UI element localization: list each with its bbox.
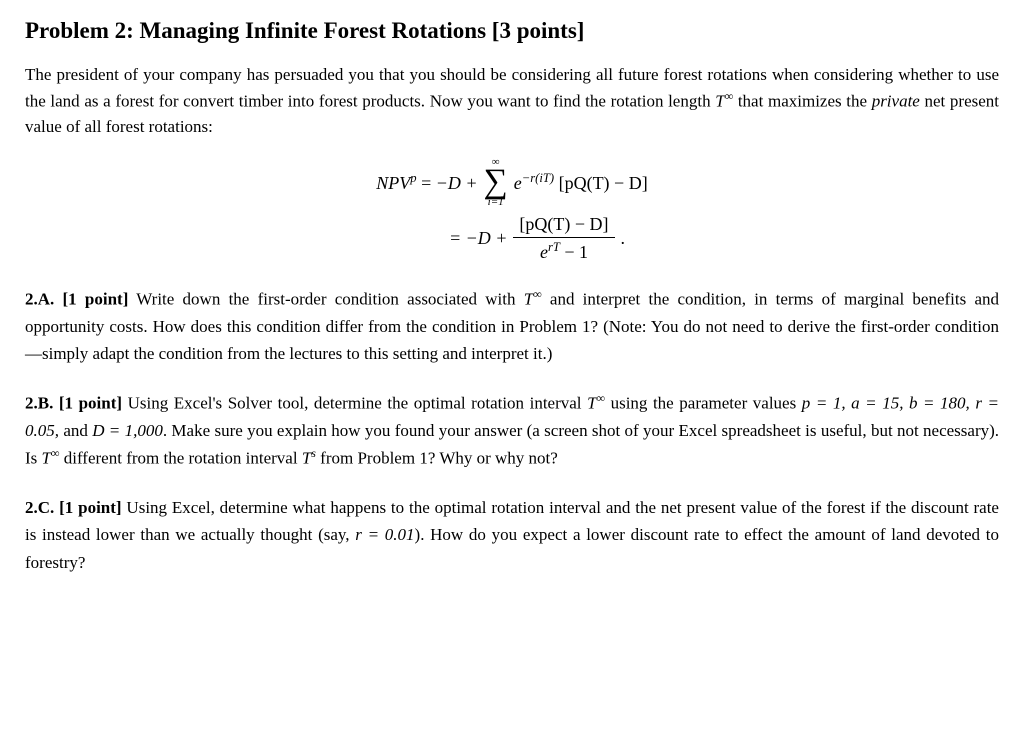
eq-e: e <box>514 173 522 193</box>
equation-block: NPVp = −D + ∞ ∑ i=1 e−r(iT) [pQ(T) − D] … <box>25 157 999 263</box>
part-2a-m1: T <box>524 290 533 309</box>
part-2a: 2.A. [1 point] Write down the first-orde… <box>25 285 999 367</box>
eq-lhs: NPVp = −D + <box>376 171 477 194</box>
part-2b-m1: T <box>587 394 596 413</box>
part-2c-m1: r = 0.01 <box>355 525 414 544</box>
equation-line-1: NPVp = −D + ∞ ∑ i=1 e−r(iT) [pQ(T) − D] <box>25 157 999 208</box>
frac-sup: rT <box>548 240 560 254</box>
sigma-block: ∞ ∑ i=1 <box>484 157 508 208</box>
part-2b-m2: T <box>42 449 51 468</box>
eq-bracket: [pQ(T) − D] <box>554 173 648 193</box>
equation-line-2: = −D + [pQ(T) − D] erT − 1 . <box>25 214 999 263</box>
frac-num: [pQ(T) − D] <box>513 214 614 238</box>
part-2c: 2.C. [1 point] Using Excel, determine wh… <box>25 494 999 576</box>
part-2a-t1: Write down the first-order condition ass… <box>128 290 523 309</box>
part-2b-t3: and <box>59 421 92 440</box>
part-2a-s1: ∞ <box>533 287 541 301</box>
part-2b: 2.B. [1 point] Using Excel's Solver tool… <box>25 389 999 472</box>
part-2b-t1: Using Excel's Solver tool, determine the… <box>122 394 587 413</box>
part-2b-t6: from Problem 1? Why or why not? <box>316 449 558 468</box>
frac-e: e <box>540 242 548 262</box>
eq-fraction: [pQ(T) − D] erT − 1 <box>513 214 614 263</box>
frac-rest: − 1 <box>560 242 588 262</box>
sigma-bottom: i=1 <box>488 197 504 208</box>
frac-den: erT − 1 <box>534 238 594 263</box>
intro-math-T: T <box>715 91 724 110</box>
intro-text-2: that maximizes the <box>733 91 872 110</box>
eq-period: . <box>621 228 626 249</box>
eq-negd: −D + <box>436 173 478 193</box>
eq2-lhs: = −D + <box>449 228 507 249</box>
part-2b-t2: using the parameter values <box>605 394 802 413</box>
problem-title: Problem 2: Managing Infinite Forest Rota… <box>25 18 999 44</box>
eq-summand: e−r(iT) [pQ(T) − D] <box>514 171 648 194</box>
intro-sup-inf: ∞ <box>725 89 733 103</box>
part-2b-label: 2.B. [1 point] <box>25 394 122 413</box>
part-2b-params2: D = 1,000 <box>92 421 163 440</box>
intro-paragraph: The president of your company has persua… <box>25 62 999 139</box>
part-2a-label: 2.A. [1 point] <box>25 290 128 309</box>
sigma-symbol: ∑ <box>484 168 508 197</box>
part-2b-t5: different from the rotation interval <box>59 449 301 468</box>
eq-sign: = <box>417 173 436 193</box>
eq-npv: NPV <box>376 173 410 193</box>
eq-exp-sup: −r(iT) <box>522 171 554 185</box>
intro-italic: private <box>872 91 920 110</box>
part-2c-label: 2.C. [1 point] <box>25 498 122 517</box>
part-2b-m3: T <box>302 449 311 468</box>
part-2b-s1: ∞ <box>597 391 605 405</box>
